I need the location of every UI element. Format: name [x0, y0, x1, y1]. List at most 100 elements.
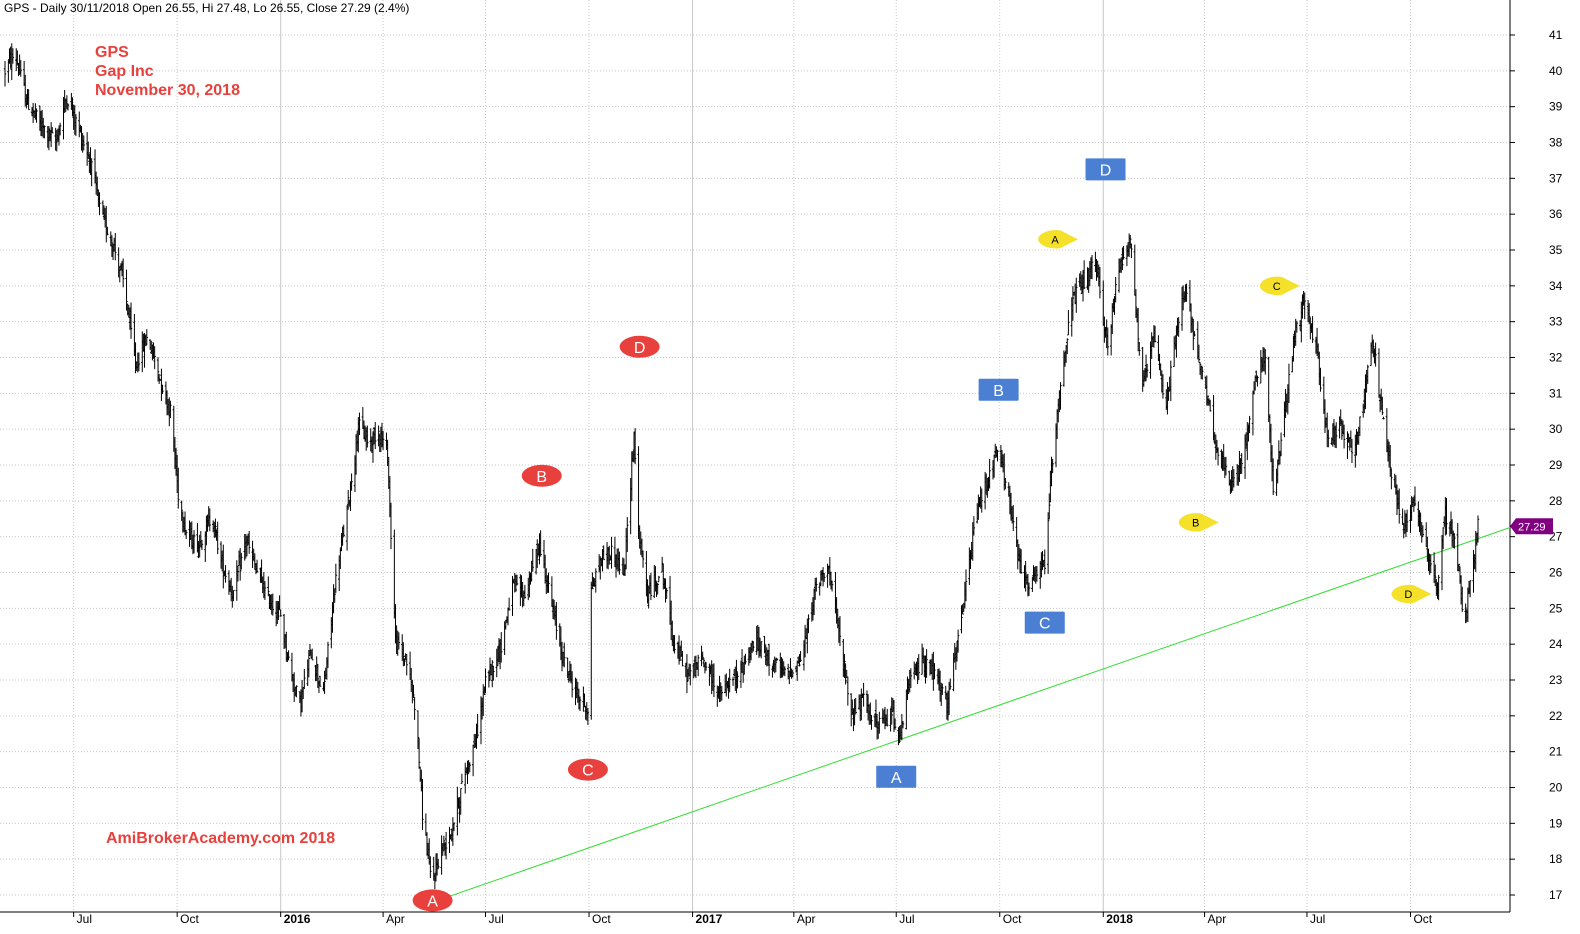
price-bar: [728, 668, 731, 693]
wave-marker-red-c: C: [567, 758, 608, 781]
price-bar: [1434, 564, 1437, 587]
price-bar: [1145, 363, 1149, 378]
price-bar: [1335, 422, 1338, 449]
price-bar: [389, 502, 393, 550]
price-bar: [744, 653, 747, 665]
price-bar: [177, 467, 180, 509]
price-bar: [972, 516, 976, 536]
price-bar: [1464, 603, 1467, 624]
price-bar: [316, 663, 320, 689]
wave-marker-shape: [1391, 584, 1432, 604]
wave-marker-red-d: D: [619, 335, 660, 358]
price-bar: [1374, 342, 1377, 367]
date-tick-label: 2016: [284, 912, 311, 926]
price-bar: [909, 668, 913, 688]
price-bar: [106, 226, 109, 236]
price-bar: [673, 635, 676, 654]
price-bar: [1075, 277, 1078, 313]
support-trendline: [432, 527, 1511, 903]
wave-marker-shape: [1085, 158, 1126, 181]
wave-marker-blue-a: A: [876, 765, 917, 788]
wave-marker-shape: [1259, 276, 1300, 296]
price-bar: [1232, 469, 1236, 488]
price-bar: [350, 473, 353, 491]
wave-marker-shape: [1038, 229, 1079, 249]
wave-marker-label: D: [1404, 589, 1412, 601]
price-bar: [708, 663, 711, 686]
price-bar: [114, 233, 117, 261]
price-bar: [1421, 525, 1425, 537]
wave-marker-yellow-b: B: [1178, 513, 1219, 532]
price-bar: [586, 708, 590, 725]
price-bar: [1177, 317, 1180, 337]
price-bar: [1453, 533, 1456, 549]
price-bar: [180, 500, 183, 521]
price-bar: [1193, 331, 1196, 337]
price-bar: [1240, 453, 1243, 474]
price-bar: [1279, 432, 1283, 457]
price-bar: [608, 545, 611, 565]
price-bar: [799, 651, 802, 663]
price-bar: [1114, 276, 1117, 303]
price-bar: [752, 641, 755, 652]
price-bar: [1256, 375, 1259, 387]
watermark-text: AmiBrokerAcademy.com 2018: [106, 830, 335, 847]
price-bar: [413, 696, 416, 720]
price-bar: [1346, 431, 1349, 460]
price-bar: [547, 572, 550, 593]
price-bar: [1445, 498, 1448, 535]
price-tick-label: 29: [1549, 458, 1563, 472]
price-bar: [200, 539, 204, 551]
date-tick-label: Apr: [1208, 912, 1227, 926]
price-tick-label: 32: [1549, 351, 1563, 365]
price-bar: [1224, 456, 1228, 476]
trendline-layer: [432, 527, 1511, 903]
price-tick-label: 35: [1549, 243, 1563, 257]
price-tick-label: 25: [1549, 601, 1563, 615]
price-tick-label: 31: [1549, 386, 1563, 400]
price-bar: [1303, 292, 1306, 320]
price-bar: [3, 60, 7, 87]
wave-marker-shape: [412, 889, 453, 912]
price-bar: [342, 524, 345, 538]
price-bar: [295, 685, 298, 698]
price-bar: [267, 576, 270, 597]
price-bar: [333, 588, 336, 603]
price-bar: [1059, 382, 1062, 410]
price-bar: [1271, 458, 1275, 496]
price-bar: [444, 831, 448, 860]
price-bar: [878, 711, 881, 734]
price-bar: [1048, 493, 1051, 520]
price-bar: [798, 654, 801, 667]
price-bar: [633, 428, 637, 465]
price-bar: [121, 258, 125, 288]
wave-marker-shape: [1024, 611, 1065, 634]
price-bar: [161, 384, 164, 395]
price-bar: [1043, 549, 1046, 575]
date-tick-label: Apr: [386, 912, 405, 926]
price-tick-label: 36: [1549, 207, 1563, 221]
price-bar: [898, 725, 901, 744]
price-bar: [491, 660, 494, 688]
price-bar: [1398, 488, 1401, 524]
price-bar: [145, 329, 148, 345]
wave-marker-label: B: [536, 469, 547, 486]
date-tick-label: Jul: [488, 912, 503, 926]
price-bar: [374, 422, 377, 450]
price-bar: [515, 574, 519, 586]
price-tick-label: 22: [1549, 709, 1563, 723]
date-axis-ticks: Jul Oct 2016 Apr Jul Oct 2017 Apr Jul Oct 2018 Apr J…: [73, 912, 1433, 926]
price-bar: [791, 669, 794, 678]
price-bar: [1130, 243, 1133, 259]
wave-marker-red-a: A: [412, 889, 453, 912]
price-bar: [397, 632, 401, 650]
price-tick-label: 39: [1549, 100, 1563, 114]
price-bar: [216, 521, 219, 555]
price-bar: [846, 676, 850, 706]
price-bar: [964, 569, 968, 602]
price-bar: [960, 605, 963, 634]
chart-header: GPS - Daily 30/11/2018 Open 26.55, Hi 27…: [4, 1, 409, 15]
wave-marker-yellow-a: A: [1038, 229, 1079, 249]
price-bar: [35, 108, 38, 123]
price-bar: [657, 575, 660, 583]
